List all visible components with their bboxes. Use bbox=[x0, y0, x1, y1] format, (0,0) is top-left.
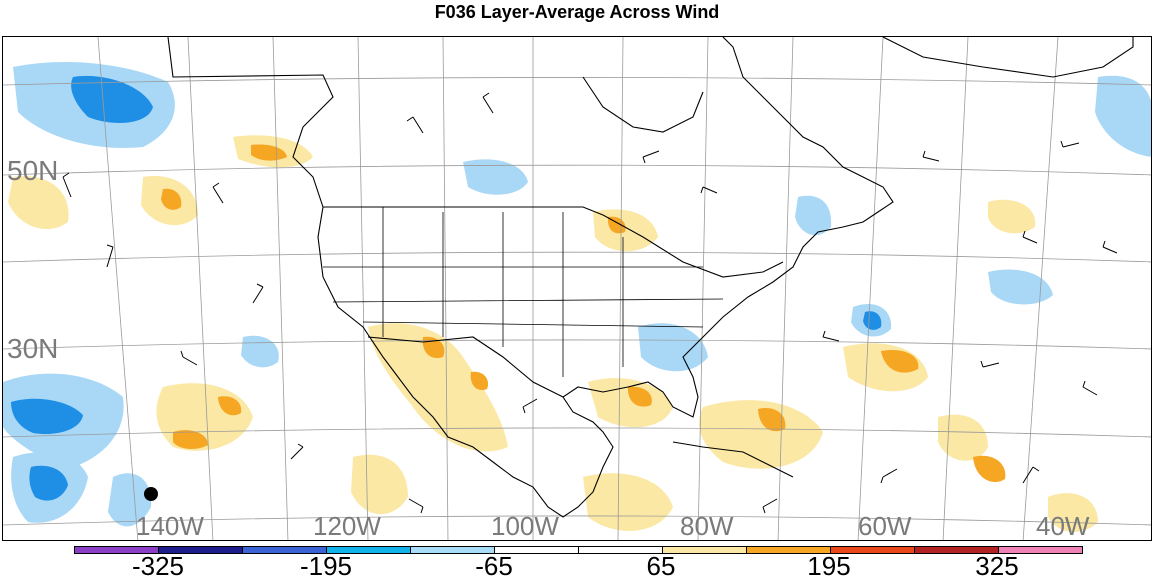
shade-light-blue bbox=[1095, 75, 1151, 157]
colorbar-label: -65 bbox=[475, 551, 513, 581]
colorbar bbox=[74, 546, 1083, 554]
lon-label-120w: 120W bbox=[313, 511, 381, 541]
shade-light-yellow bbox=[588, 378, 673, 428]
colorbar-label: 65 bbox=[646, 551, 676, 581]
cuba-coast bbox=[672, 441, 794, 478]
colorbar-label: 195 bbox=[807, 551, 851, 581]
map-panel: 50N 30N 140W 120W 100W 80W 60W 40W bbox=[2, 36, 1152, 541]
shade-light-blue bbox=[638, 323, 708, 372]
shade-blue bbox=[71, 75, 153, 123]
hudson-bay-coast bbox=[582, 76, 704, 133]
lat-label-50n: 50N bbox=[7, 155, 59, 186]
lon-label-60w: 60W bbox=[858, 511, 912, 541]
shade-light-yellow bbox=[593, 209, 658, 252]
us-canada-border bbox=[323, 206, 784, 278]
shade-light-blue bbox=[988, 269, 1053, 305]
lat-label-30n: 30N bbox=[7, 333, 59, 364]
shade-light-blue bbox=[241, 335, 279, 368]
shade-light-yellow bbox=[699, 400, 823, 469]
colorbar-label: -325 bbox=[131, 551, 185, 581]
shade-light-yellow bbox=[583, 473, 673, 531]
shade-light-yellow bbox=[351, 454, 408, 515]
station-dot bbox=[144, 487, 158, 501]
wind-barbs bbox=[62, 92, 1118, 514]
shade-orange bbox=[173, 430, 208, 449]
greenland-coast bbox=[882, 37, 1134, 78]
map-title: F036 Layer-Average Across Wind bbox=[434, 2, 720, 22]
lon-label-100w: 100W bbox=[491, 511, 559, 541]
shade-light-yellow bbox=[938, 414, 988, 461]
graticule bbox=[3, 37, 1151, 540]
north-america-coastline bbox=[167, 37, 894, 518]
shade-orange bbox=[251, 144, 287, 161]
shade-orange bbox=[973, 455, 1006, 483]
shade-orange bbox=[881, 349, 919, 373]
shade-light-yellow bbox=[368, 323, 508, 452]
shaded-contours bbox=[3, 62, 1151, 533]
shade-light-blue bbox=[463, 159, 528, 195]
shade-light-blue bbox=[108, 473, 152, 527]
lon-label-140w: 140W bbox=[136, 511, 204, 541]
shade-light-yellow bbox=[8, 176, 69, 230]
shade-orange bbox=[218, 396, 242, 416]
shade-orange bbox=[422, 336, 445, 359]
map-canvas bbox=[3, 37, 1151, 540]
shade-orange bbox=[627, 386, 652, 407]
shade-orange bbox=[758, 407, 786, 432]
shade-blue bbox=[863, 311, 882, 330]
colorbar-label: -195 bbox=[299, 551, 353, 581]
shade-blue bbox=[11, 398, 83, 435]
shade-orange bbox=[470, 371, 489, 391]
shade-light-blue bbox=[795, 195, 832, 236]
lon-label-80w: 80W bbox=[680, 511, 734, 541]
state-lines bbox=[323, 207, 724, 377]
shade-light-yellow bbox=[988, 199, 1036, 234]
us-mexico-border bbox=[367, 336, 564, 398]
colorbar-label: 325 bbox=[975, 551, 1019, 581]
colorbar-segment bbox=[998, 546, 1083, 554]
lon-label-40w: 40W bbox=[1036, 511, 1090, 541]
shade-orange bbox=[161, 188, 182, 210]
coastlines-borders bbox=[167, 37, 1134, 518]
shade-blue bbox=[29, 465, 68, 501]
